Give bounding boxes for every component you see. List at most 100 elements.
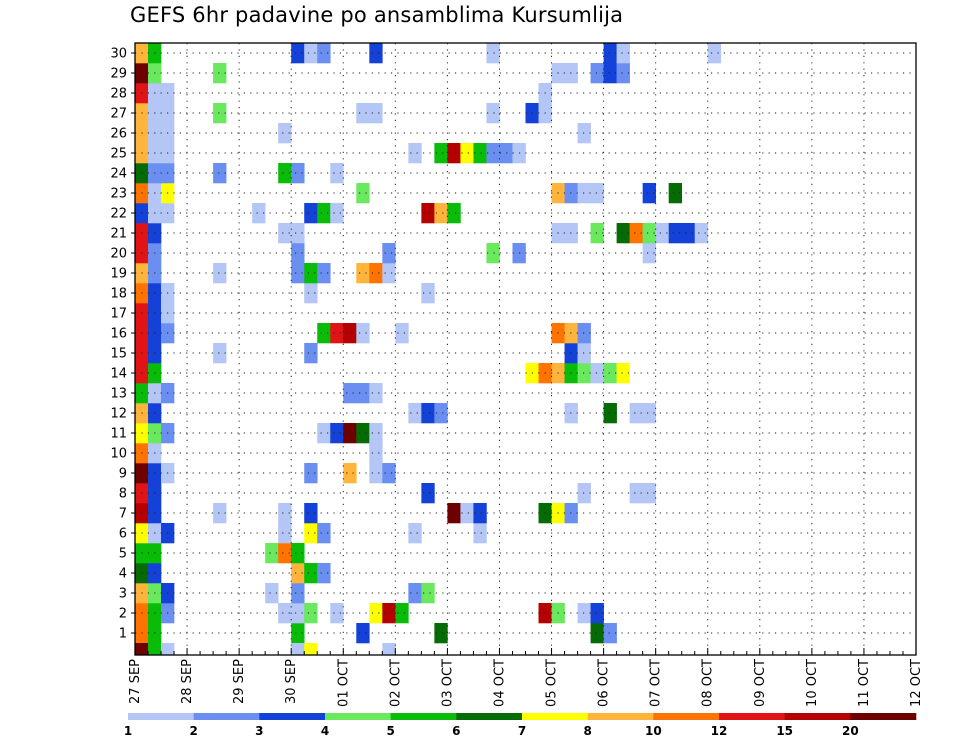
legend-label: 20 <box>842 724 859 738</box>
legend-swatch <box>390 713 457 720</box>
y-tick-label: 11 <box>110 427 127 442</box>
x-tick-label: 03 OCT <box>440 659 455 707</box>
x-tick-label: 04 OCT <box>492 659 507 707</box>
heatmap-cell <box>343 463 357 484</box>
heatmap-cell <box>577 603 591 624</box>
heatmap-cell <box>213 103 227 124</box>
heatmap-cell <box>668 223 682 244</box>
heatmap-cell <box>317 43 331 64</box>
legend-swatch <box>325 713 391 720</box>
heatmap-cell <box>369 443 383 464</box>
heatmap-cell <box>304 523 318 544</box>
plot-frame <box>134 42 917 656</box>
heatmap-cell <box>330 323 344 344</box>
heatmap-cell <box>291 163 305 184</box>
y-tick-label: 21 <box>110 227 127 242</box>
y-tick-label: 22 <box>110 207 127 222</box>
heatmap-cell <box>473 503 487 524</box>
heatmap-cell <box>473 143 487 164</box>
legend-swatch <box>719 713 785 720</box>
heatmap-cell <box>369 603 383 624</box>
heatmap-cell <box>343 423 357 444</box>
heatmap-cell <box>304 643 318 655</box>
heatmap-cell <box>343 323 357 344</box>
heatmap-cell <box>577 363 591 384</box>
heatmap-cell <box>291 563 305 584</box>
heatmap-cell <box>694 223 709 244</box>
heatmap-cell <box>577 323 591 344</box>
legend-swatch <box>259 713 326 720</box>
x-tick-label: 12 OCT <box>909 659 924 707</box>
heatmap-cell <box>616 43 630 64</box>
x-tick-label: 06 OCT <box>597 659 612 707</box>
heatmap-cell <box>330 423 344 444</box>
legend-swatch <box>128 713 194 720</box>
y-tick-label: 13 <box>110 387 127 402</box>
heatmap-cell <box>382 463 396 484</box>
y-tick-label: 3 <box>119 587 127 602</box>
y-tick-label: 9 <box>119 467 127 482</box>
heatmap-cell <box>681 223 696 244</box>
x-axis: 27 SEP 28 SEP 29 SEP 30 SEP 01 OCT 02 OCT 03 O… <box>128 648 924 707</box>
heatmap-cell <box>317 323 331 344</box>
heatmap-cell <box>317 203 331 224</box>
heatmap-cell <box>486 243 500 264</box>
heatmap-cell <box>304 503 318 524</box>
heatmap-cell <box>304 43 318 64</box>
heatmap-cell <box>421 583 435 604</box>
heatmap-cell <box>421 203 435 224</box>
heatmap-cell <box>213 263 227 284</box>
heatmap-cell <box>278 223 292 244</box>
heatmap-cell <box>278 503 292 524</box>
y-tick-label: 18 <box>110 287 127 302</box>
heatmap-cell <box>161 643 175 655</box>
heatmap-cell <box>252 203 266 224</box>
heatmap-cell <box>486 43 500 64</box>
heatmap-cell <box>317 523 331 544</box>
heatmap-cell <box>447 203 461 224</box>
x-tick-label: 27 SEP <box>128 659 143 704</box>
heatmap-cell <box>213 163 227 184</box>
heatmap-cell <box>356 423 370 444</box>
heatmap-cell <box>291 263 305 284</box>
legend-swatch <box>456 713 523 720</box>
heatmap-cell <box>291 223 305 244</box>
heatmap-cell <box>473 523 487 544</box>
heatmap-cell <box>434 143 448 164</box>
y-tick-label: 23 <box>110 187 127 202</box>
x-tick-label: 05 OCT <box>545 659 560 707</box>
heatmap-cell <box>590 603 604 624</box>
heatmap-cell <box>642 243 656 264</box>
heatmap-cell <box>317 563 331 584</box>
heatmap-cell <box>486 143 500 164</box>
heatmap-cell <box>421 483 435 504</box>
heatmap-cell <box>304 343 318 364</box>
y-tick-label: 19 <box>110 267 127 282</box>
heatmap-cell <box>330 163 344 184</box>
heatmap-cell <box>577 123 591 144</box>
heatmap-cell <box>382 603 396 624</box>
y-tick-label: 5 <box>119 547 127 562</box>
y-tick-label: 7 <box>119 507 127 522</box>
heatmap-cell <box>304 563 318 584</box>
heatmap-cell <box>421 283 435 304</box>
heatmap-cell <box>278 523 292 544</box>
heatmap-cell <box>356 623 370 644</box>
y-tick-label: 16 <box>110 327 127 342</box>
y-tick-label: 17 <box>110 307 127 322</box>
heatmap-cell <box>291 603 305 624</box>
heatmap-cell <box>629 483 643 504</box>
y-tick-label: 26 <box>110 127 127 142</box>
y-tick-label: 4 <box>119 567 127 582</box>
y-tick-label: 30 <box>110 47 127 62</box>
y-tick-label: 2 <box>119 607 127 622</box>
legend-swatch <box>653 713 720 720</box>
heatmap-cell <box>590 63 604 84</box>
heatmap-cell <box>434 403 448 424</box>
heatmap-cell <box>499 143 513 164</box>
heatmap-cell <box>265 583 279 604</box>
heatmap-cell <box>343 383 357 404</box>
heatmap-cell <box>408 583 422 604</box>
heatmap-cell <box>148 643 162 655</box>
